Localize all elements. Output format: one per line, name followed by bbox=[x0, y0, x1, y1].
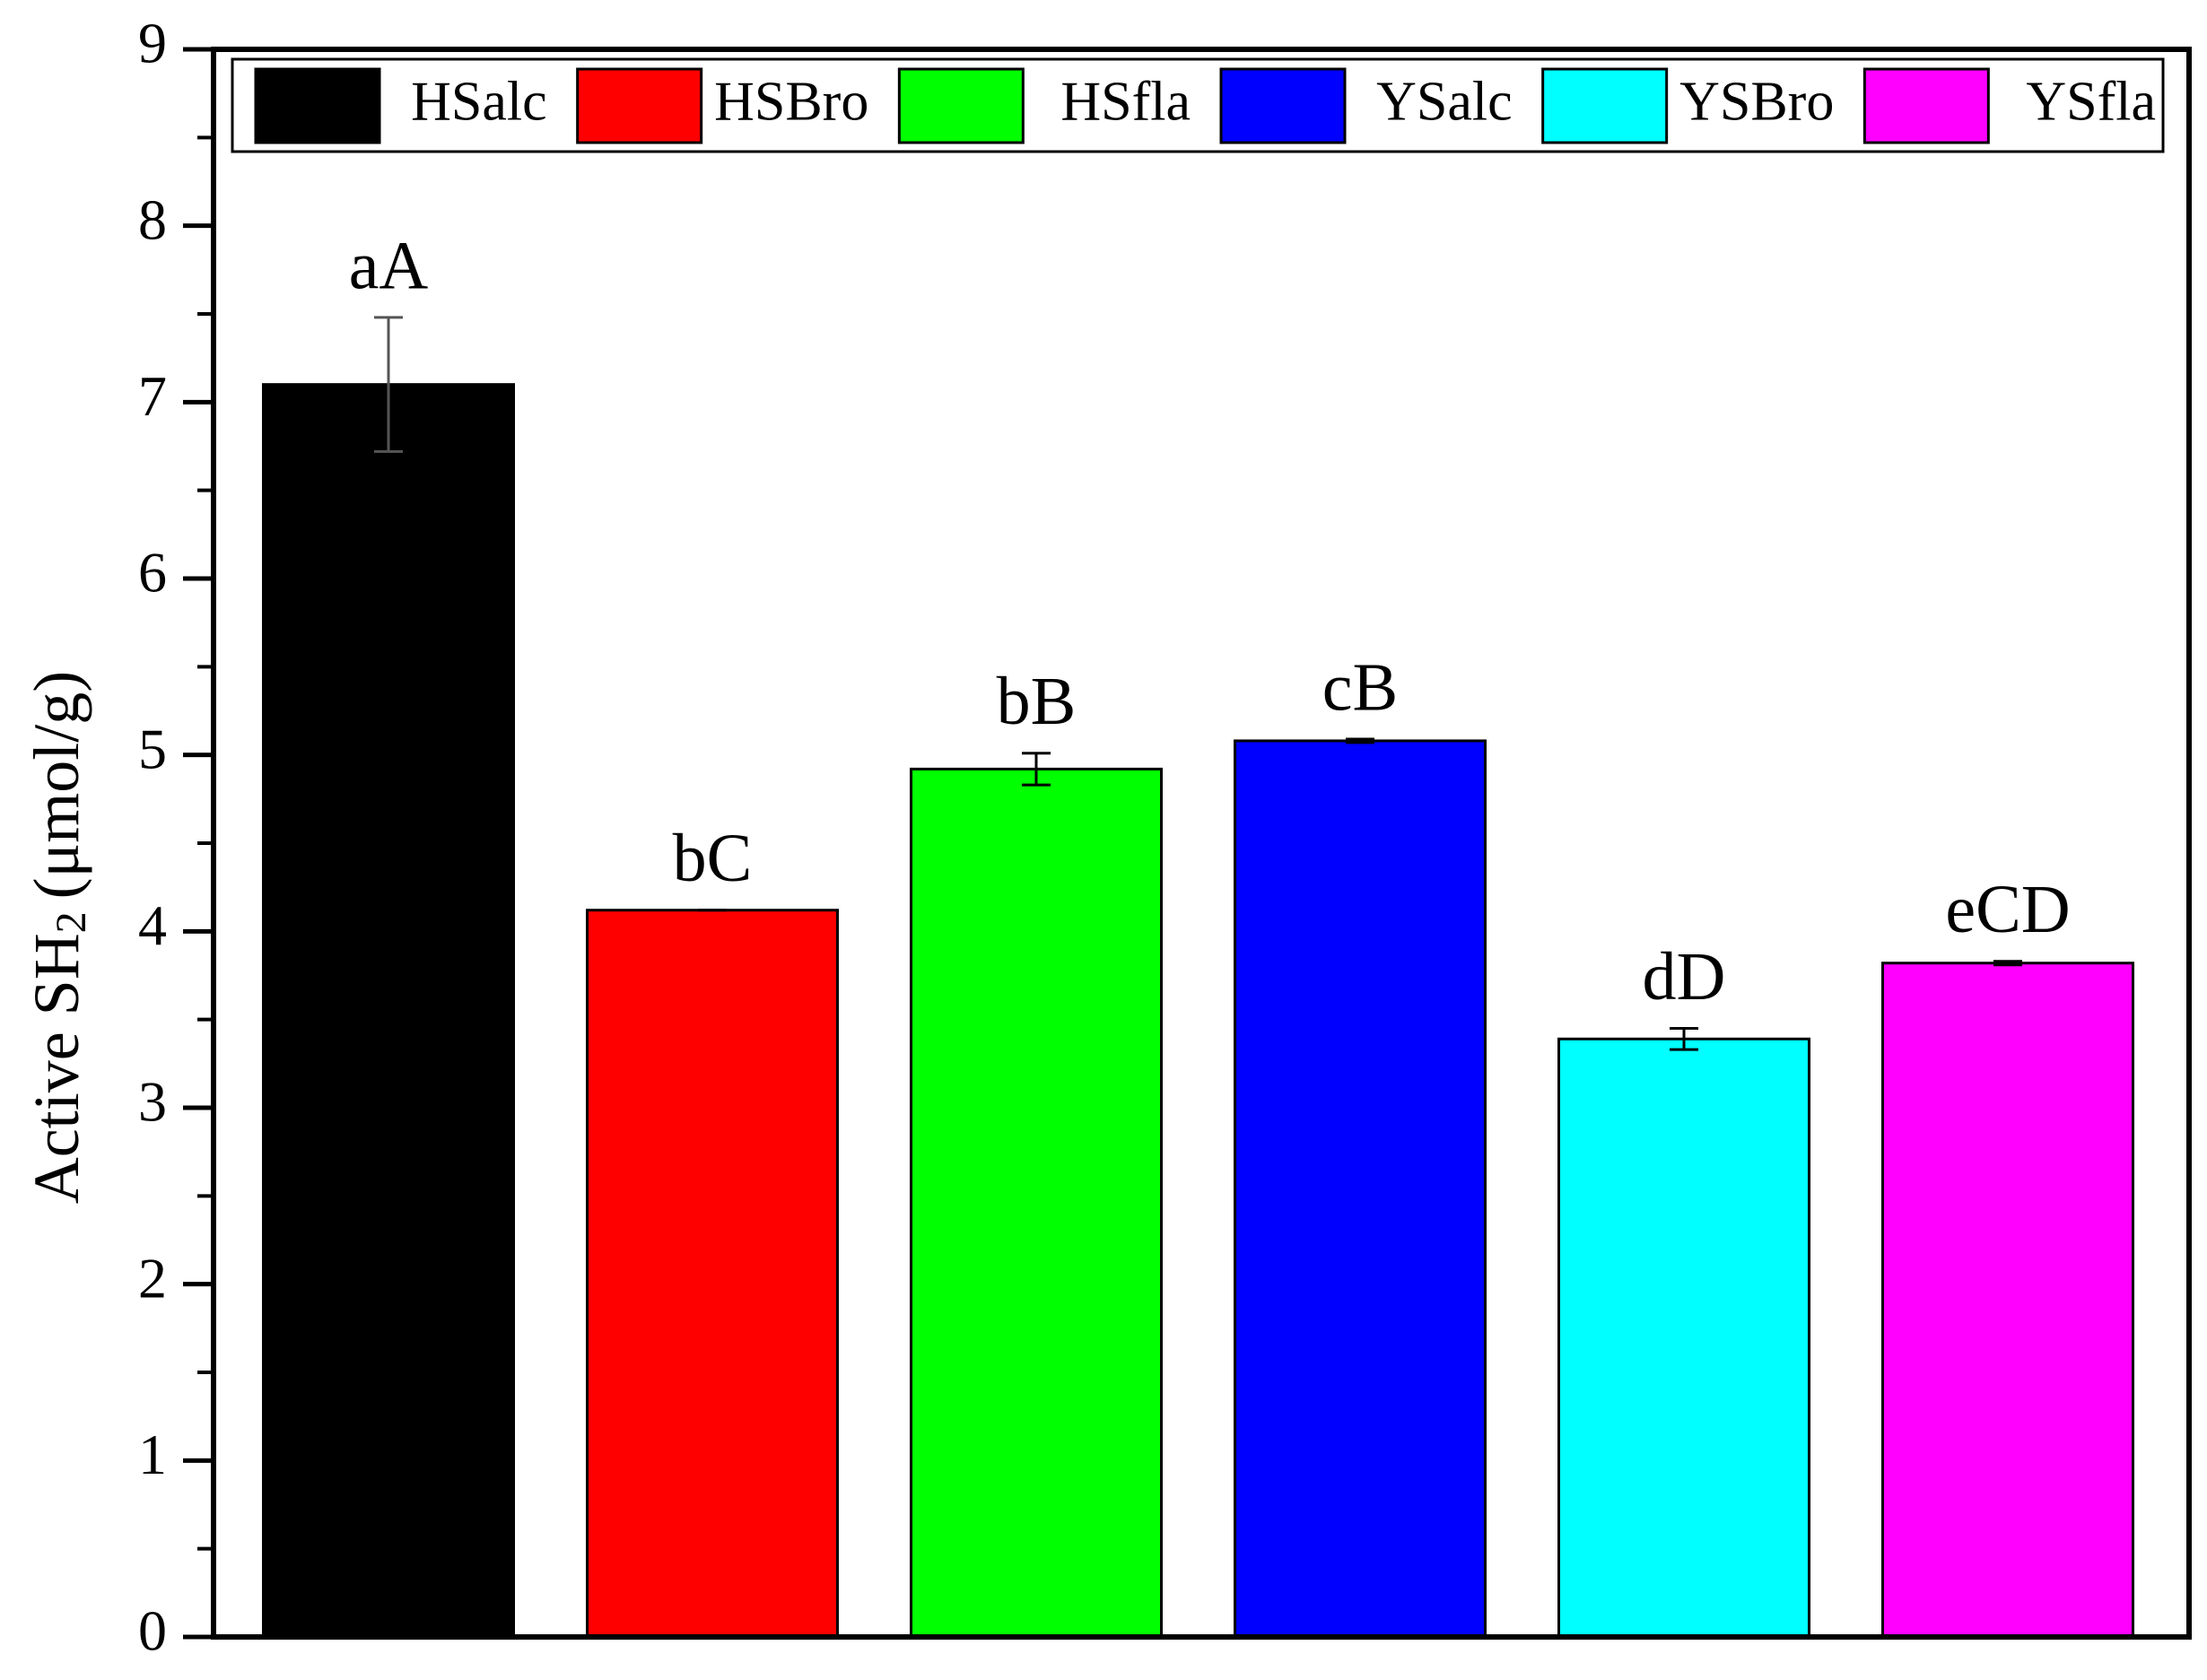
y-tick-label: 8 bbox=[138, 187, 167, 251]
bar bbox=[262, 383, 515, 1639]
y-tick-label: 1 bbox=[138, 1423, 167, 1486]
bar bbox=[586, 909, 839, 1639]
legend-swatch bbox=[1219, 67, 1347, 144]
bar bbox=[1881, 962, 2134, 1639]
legend-swatch bbox=[254, 67, 381, 144]
legend-swatch bbox=[897, 67, 1025, 144]
plot-frame bbox=[211, 47, 2192, 1640]
y-tick-label: 5 bbox=[138, 717, 167, 780]
y-tick-label: 9 bbox=[138, 12, 167, 75]
error-bar bbox=[1346, 737, 1374, 744]
error-bar bbox=[1022, 752, 1051, 787]
bar bbox=[1234, 739, 1487, 1639]
annotation: cB bbox=[1322, 649, 1398, 725]
legend-swatch bbox=[576, 67, 703, 144]
y-label-unit: (μmol/g) bbox=[21, 671, 92, 900]
y-tick-label: 2 bbox=[138, 1246, 167, 1310]
legend-box bbox=[231, 57, 2165, 153]
bar bbox=[1557, 1037, 1810, 1639]
error-bar bbox=[374, 316, 403, 453]
y-tick-label: 7 bbox=[138, 364, 167, 428]
annotation: eCD bbox=[1945, 872, 2070, 947]
legend-swatch bbox=[1541, 67, 1669, 144]
error-bar bbox=[1993, 960, 2022, 967]
y-tick-label: 3 bbox=[138, 1070, 167, 1134]
legend-label: YSalc bbox=[1376, 72, 1513, 133]
legend-label: YSfla bbox=[2026, 72, 2156, 133]
legend-label: HSfla bbox=[1060, 72, 1191, 133]
y-tick-label: 6 bbox=[138, 541, 167, 605]
y-tick-label: 0 bbox=[138, 1599, 167, 1663]
legend-label: YSBro bbox=[1679, 72, 1834, 133]
y-tick-label: 4 bbox=[138, 893, 167, 957]
annotation: bC bbox=[673, 821, 753, 896]
y-label-text: Active SH bbox=[21, 933, 92, 1204]
y-axis-label: Active SH2 (μmol/g) bbox=[21, 671, 96, 1205]
legend-label: HSBro bbox=[714, 72, 868, 133]
annotation: aA bbox=[349, 228, 429, 303]
annotation: dD bbox=[1643, 939, 1726, 1014]
annotation: bB bbox=[997, 664, 1077, 739]
legend-swatch bbox=[1862, 67, 1990, 144]
y-label-subscript: 2 bbox=[48, 911, 95, 933]
legend-label: HSalc bbox=[411, 72, 547, 133]
error-bar bbox=[1670, 1027, 1698, 1051]
bar bbox=[910, 767, 1163, 1639]
